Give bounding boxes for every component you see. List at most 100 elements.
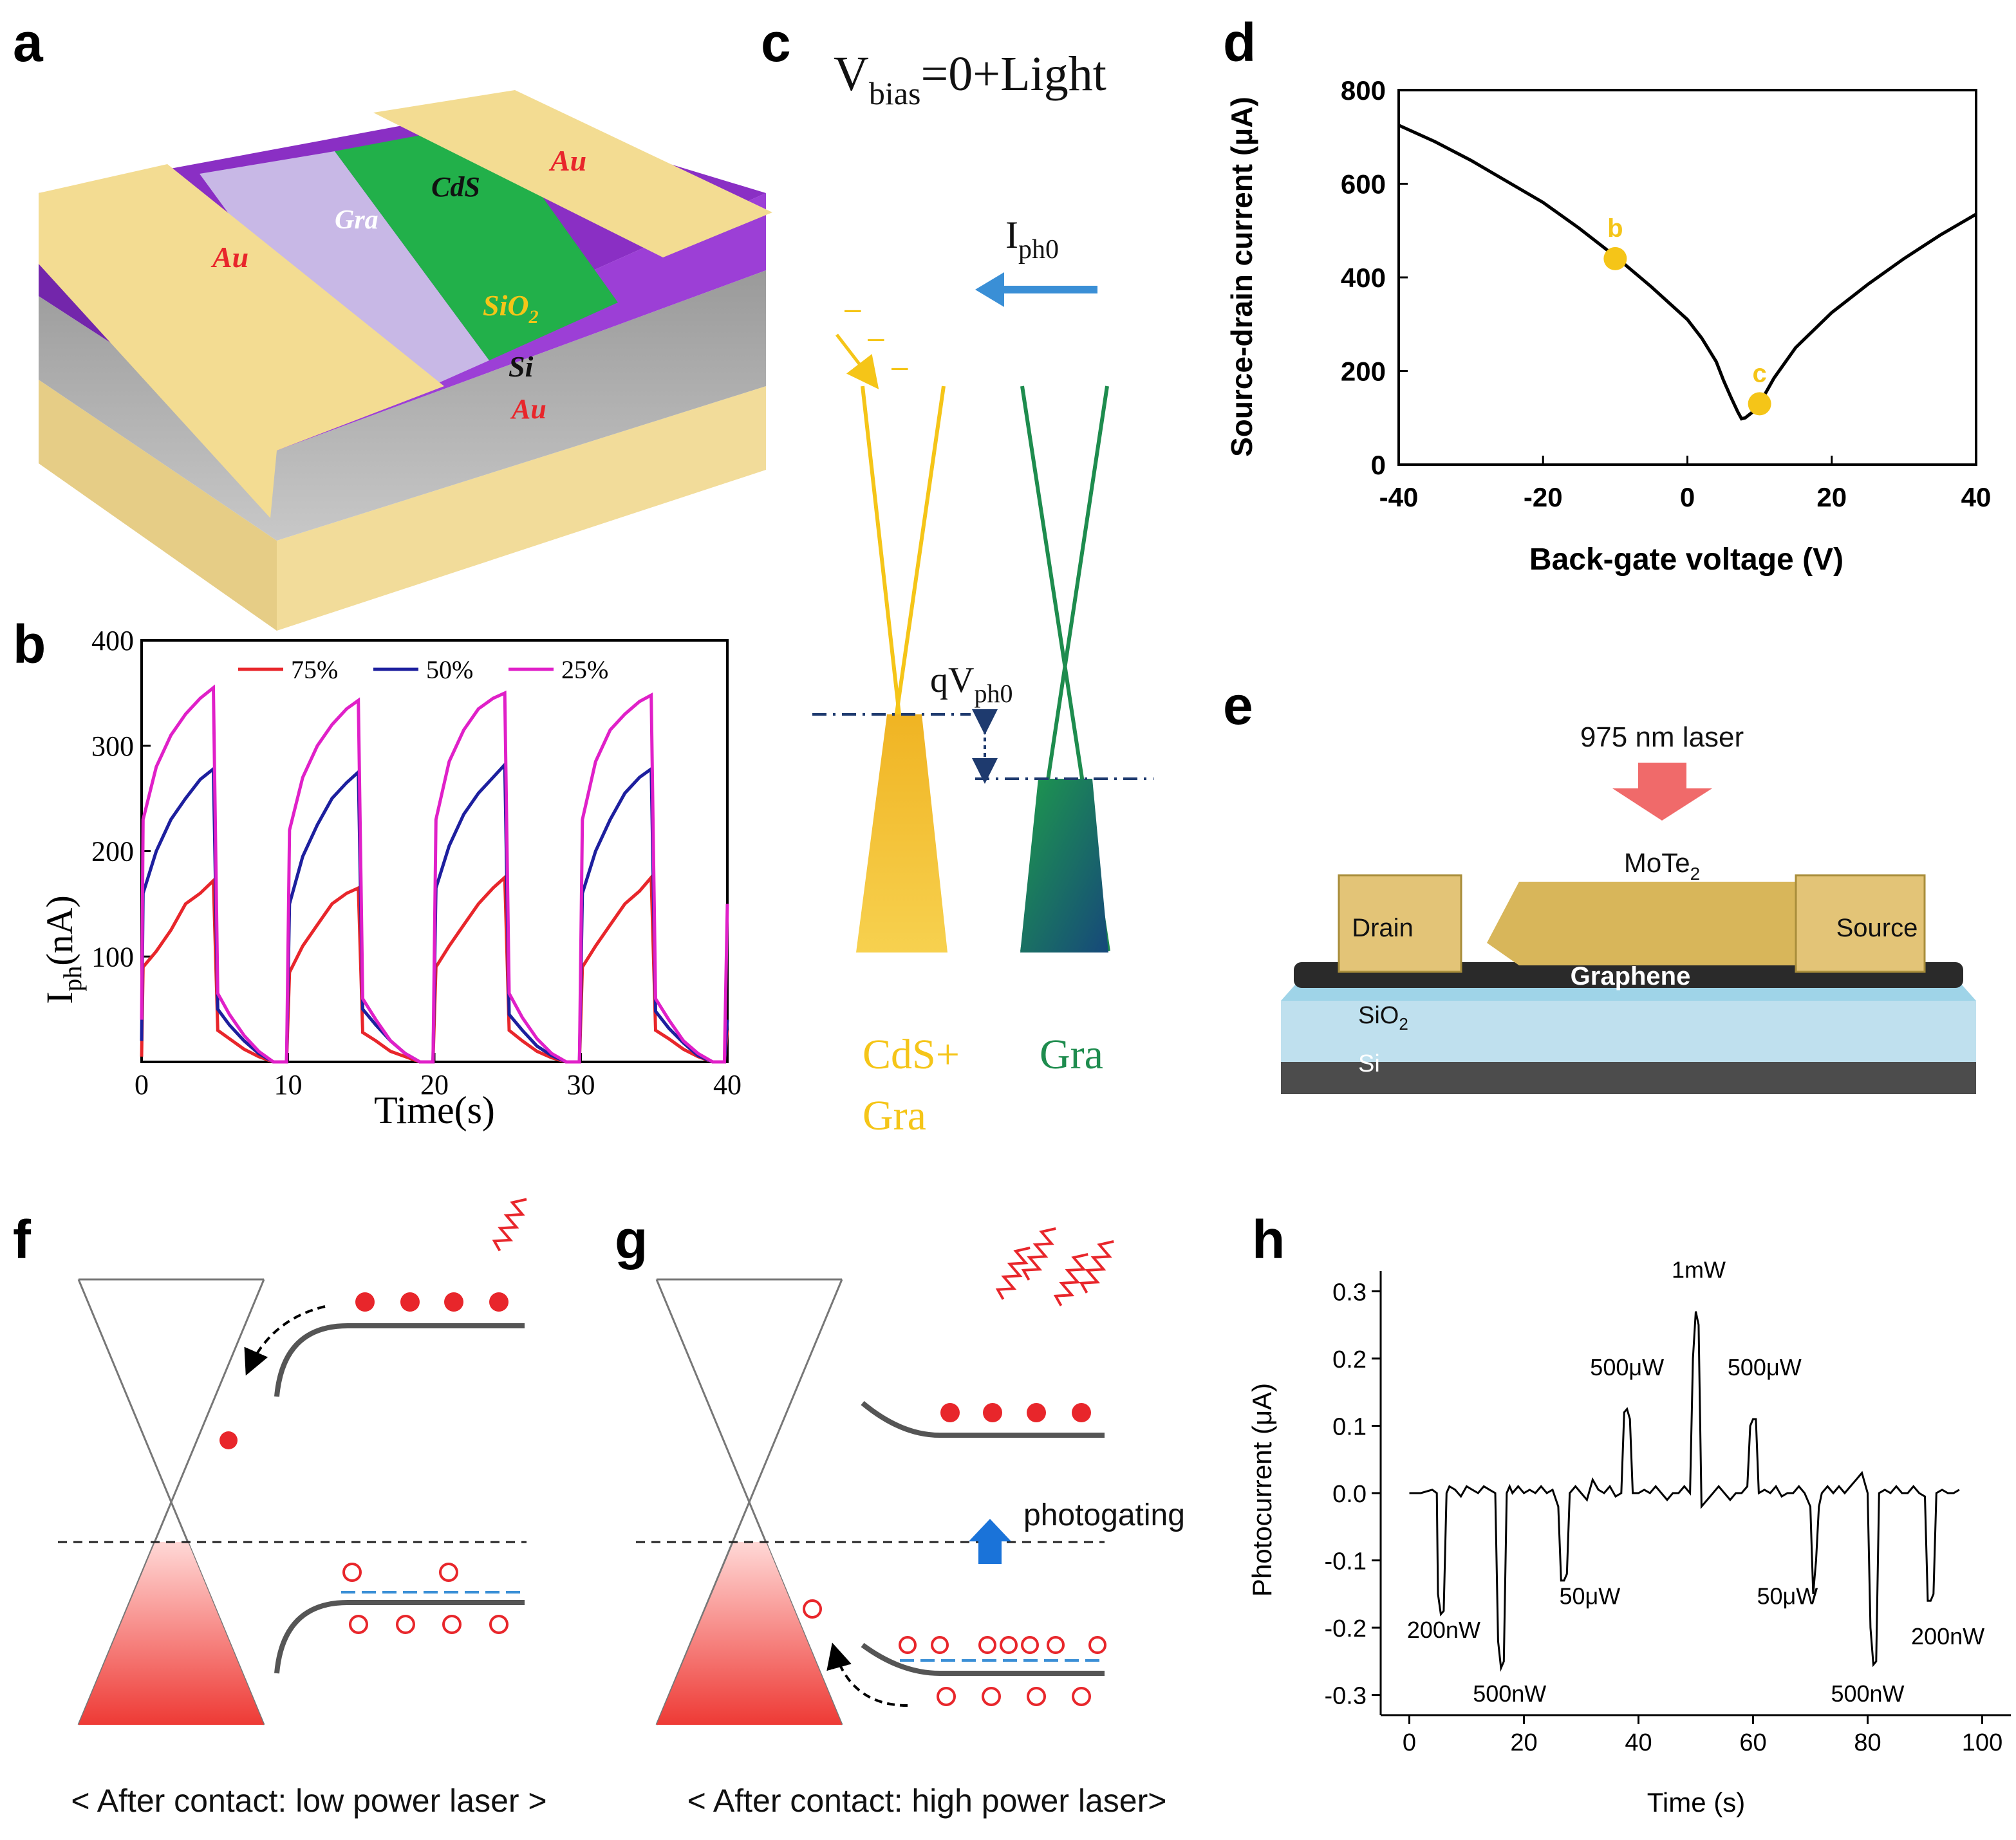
g-caption: < After contact: high power laser> [687,1783,1167,1819]
hole [1027,1687,1046,1706]
chart-h-xtick-label: 80 [1854,1729,1881,1756]
chart-d-ytick-label: 0 [1371,450,1386,480]
f-holes [342,1563,509,1634]
chart-b-xlabel: Time(s) [374,1089,495,1131]
f-photon [492,1198,527,1252]
sio2-substrate [1281,1001,1976,1062]
hole [349,1615,368,1634]
panel-label-b: b [13,614,46,674]
chart-h-ytick-label: 0.3 [1332,1279,1367,1306]
sio2-label: SiO2 [483,289,539,328]
g-filled-band [657,1542,842,1725]
photogating-arrow [969,1519,1011,1564]
electron [489,1292,509,1312]
f-cone-right [77,1279,265,1725]
electron [1072,1403,1091,1422]
hole [937,1687,956,1706]
device-a-illustration [39,90,772,631]
cds-gra-label-line1: CdS+ [863,1031,960,1078]
chart-b-legend-label: 50% [426,655,473,684]
chart-h-ytick-label: 0.0 [1332,1481,1367,1508]
chart-b-xtick-label: 10 [274,1069,303,1101]
chart-d-ylabel: Source-drain current (μA) [1225,97,1258,457]
chart-b-ytick-label: 200 [91,836,134,868]
panel-label-g: g [615,1209,648,1270]
si-label: Si [509,350,534,383]
electron [983,1403,1002,1422]
chart-h-power-annotation: 50μW [1559,1583,1620,1610]
hole [1088,1636,1106,1654]
photogating-label: photogating [1023,1498,1185,1532]
chart-d-xtick-label: 20 [1816,482,1847,512]
cds-filled-band [856,714,947,953]
f-transfer-arrow [244,1305,326,1376]
hole [489,1615,509,1634]
chart-b-ytick-label: 300 [91,730,134,762]
chart-d-xtick-label: -20 [1524,482,1563,512]
electron [1027,1403,1046,1422]
chart-d-ytick-label: 200 [1341,357,1386,387]
g-transfer-arrow [826,1642,908,1707]
hole [439,1563,458,1582]
panel-label-f: f [13,1209,32,1270]
hole [1021,1636,1039,1654]
g-photon-1 [1053,1252,1088,1306]
panel-b: b 100 200 300 400 0 10 20 30 40 75% 50% 25% Iph(nA)… [13,614,742,1131]
panel-a: a Au Au Gra CdS SiO2 Si Au [13,12,772,631]
si-substrate [1281,1062,1976,1094]
chart-h-xtick-label: 100 [1962,1729,2002,1756]
mote2-label: MoTe2 [1624,848,1700,884]
cds-label: CdS [431,171,480,203]
chart-b-xtick-label: 30 [567,1069,595,1101]
hole [442,1615,462,1634]
chart-d-xlabel: Back-gate voltage (V) [1529,543,1843,577]
chart-d: 0 200 400 600 800 -40 -20 0 20 40 b c [1341,75,1991,512]
f-caption: < After contact: low power laser > [71,1783,546,1819]
panel-h: h -0.3 -0.2 -0.1 0.0 0.1 0.2 0.3 0 20 40 60 80 100 20… [1247,1209,2011,1817]
chart-d-marker-b [1603,246,1627,270]
chart-d-marker-label: c [1753,359,1767,387]
qvph0-label: qVph0 [930,660,1013,708]
chart-d-xtick-label: 40 [1961,482,1992,512]
chart-b-xtick-label: 40 [713,1069,742,1101]
chart-h-xlabel: Time (s) [1647,1787,1745,1817]
laser-arrow [1612,763,1712,821]
hole [1000,1636,1018,1654]
hole [396,1615,415,1634]
graphene-sheet [200,151,489,412]
chart-h-xtick-label: 60 [1739,1729,1766,1756]
chart-b-ytick-label: 400 [91,625,134,656]
panel-label-d: d [1223,12,1256,73]
gra-band-label: Gra [1040,1031,1103,1078]
chart-h-xtick-label: 0 [1403,1729,1416,1756]
mote2-flake [1487,882,1828,965]
au-base-layer [277,386,766,631]
electron [940,1403,960,1422]
chart-h-power-annotation: 500μW [1590,1354,1664,1380]
chart-h-power-annotation: 500μW [1728,1354,1802,1380]
electron-transferred [219,1431,238,1449]
panel-e: e 975 nm laser MoTe2 Drain Source Graphe… [1223,675,1976,1094]
g-photon-4 [995,1246,1031,1300]
chart-h-power-annotation: 50μW [1757,1583,1818,1610]
si-label-e: Si [1358,1050,1380,1077]
hole [1072,1687,1091,1706]
chart-d-marker-label: b [1607,214,1623,243]
cds-gra-label-line2: Gra [863,1092,926,1139]
f-conduction-band [274,1323,525,1397]
chart-h-ytick-label: 0.1 [1332,1413,1367,1440]
cds-sheet [335,122,618,360]
chart-b-xtick-label: 0 [135,1069,149,1101]
hole-transferred [803,1599,822,1619]
g-valence-band [861,1642,1105,1676]
electron-minus-1: – [845,292,861,325]
chart-h-ylabel: Photocurrent (μA) [1247,1383,1277,1597]
g-conduction-band [861,1400,1105,1438]
chart-d-curve [1397,124,1977,421]
electron-minus-3: – [891,349,908,383]
source-label: Source [1836,914,1918,942]
hole [342,1563,362,1582]
si-layer [39,270,766,541]
au-base-side [39,380,277,631]
